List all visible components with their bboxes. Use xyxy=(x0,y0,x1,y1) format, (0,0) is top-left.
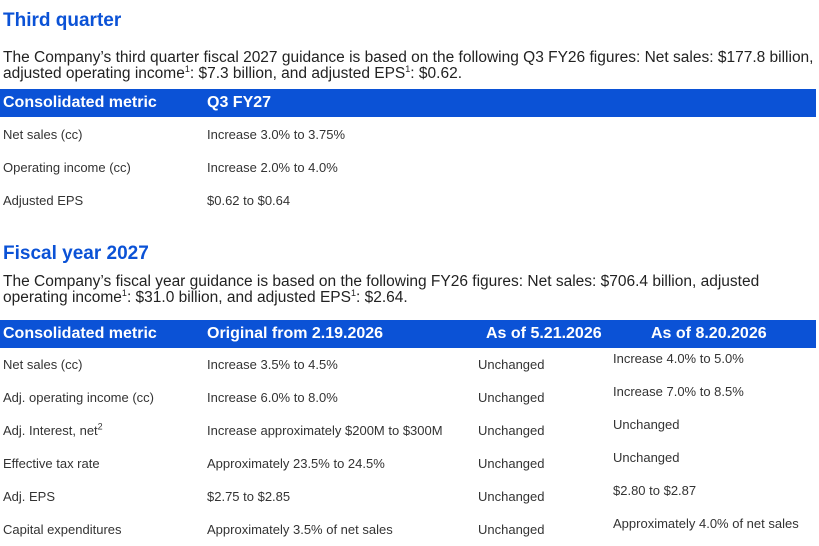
footnote-ref: 1 xyxy=(405,63,411,74)
q3-table-header: Consolidated metric Q3 FY27 xyxy=(0,89,816,117)
fy-metric-cell: Effective tax rate xyxy=(3,456,100,471)
fy-aug-cell: Unchanged xyxy=(613,417,680,432)
fy-original-cell: Approximately 23.5% to 24.5% xyxy=(207,456,385,471)
q3-value-cell: Increase 3.0% to 3.75% xyxy=(207,127,346,142)
fy-metric-cell: Adj. operating income (cc) xyxy=(3,390,155,405)
fy-table-header: Consolidated metric Original from 2.19.2… xyxy=(0,320,816,348)
fy-metric-cell: Adj. Interest, net2 xyxy=(3,421,103,438)
q3-metric-cell: Net sales (cc) xyxy=(3,127,83,142)
header-as-of-aug: As of 8.20.2026 xyxy=(651,325,767,342)
fy-original-cell: Increase 6.0% to 8.0% xyxy=(207,390,338,405)
q3-intro-text: The Company’s third quarter fiscal 2027 … xyxy=(3,49,814,82)
fy-original-cell: $2.75 to $2.85 xyxy=(207,489,291,504)
header-as-of-may: As of 5.21.2026 xyxy=(486,325,602,342)
fy-metric-cell: Adj. EPS xyxy=(3,489,56,504)
fy-original-cell: Increase approximately $200M to $300M xyxy=(207,423,443,438)
footnote-ref: 1 xyxy=(350,287,356,298)
header-original: Original from 2.19.2026 xyxy=(207,325,384,342)
fy-may-cell: Unchanged xyxy=(478,489,545,504)
fy-metric-cell: Capital expenditures xyxy=(3,522,122,537)
section-heading-fiscal-year: Fiscal year 2027 xyxy=(3,243,149,264)
footnote-ref: 1 xyxy=(121,287,127,298)
fy-metric-text: Adj. Interest, net xyxy=(3,423,98,438)
q3-value-cell: Increase 2.0% to 4.0% xyxy=(207,160,338,175)
fy-aug-cell: Increase 4.0% to 5.0% xyxy=(613,351,744,366)
fy-intro-text: The Company’s fiscal year guidance is ba… xyxy=(3,273,760,306)
q3-intro-text: : $0.62. xyxy=(410,65,463,82)
fy-may-cell: Unchanged xyxy=(478,357,545,372)
fy-original-cell: Approximately 3.5% of net sales xyxy=(207,522,393,537)
header-consolidated-metric: Consolidated metric xyxy=(3,325,157,342)
section-heading-third-quarter: Third quarter xyxy=(3,10,122,31)
fy-aug-cell: Increase 7.0% to 8.5% xyxy=(613,384,744,399)
q3-metric-cell: Operating income (cc) xyxy=(3,160,131,175)
fy-aug-cell: Unchanged xyxy=(613,450,680,465)
fy-may-cell: Unchanged xyxy=(478,423,545,438)
fy-aug-cell: Approximately 4.0% of net sales xyxy=(613,516,799,531)
fy-may-cell: Unchanged xyxy=(478,390,545,405)
q3-intro-text: : $7.3 billion, and adjusted EPS xyxy=(189,65,406,82)
header-q3-fy27: Q3 FY27 xyxy=(207,94,272,111)
fy-intro-text: : $31.0 billion, and adjusted EPS xyxy=(126,289,351,306)
q3-value-cell: $0.62 to $0.64 xyxy=(207,193,291,208)
fy-intro-text: : $2.64. xyxy=(356,289,408,306)
fy-may-cell: Unchanged xyxy=(478,522,545,537)
q3-metric-cell: Adjusted EPS xyxy=(3,193,84,208)
fy-metric-cell: Net sales (cc) xyxy=(3,357,83,372)
fy-aug-cell: $2.80 to $2.87 xyxy=(613,483,697,498)
fy-may-cell: Unchanged xyxy=(478,456,545,471)
fy-intro-paragraph: The Company’s fiscal year guidance is ba… xyxy=(3,274,815,306)
header-consolidated-metric: Consolidated metric xyxy=(3,94,157,111)
q3-intro-paragraph: The Company’s third quarter fiscal 2027 … xyxy=(3,50,815,82)
footnote-ref: 1 xyxy=(184,63,190,74)
footnote-ref: 2 xyxy=(97,421,103,432)
fy-original-cell: Increase 3.5% to 4.5% xyxy=(207,357,338,372)
